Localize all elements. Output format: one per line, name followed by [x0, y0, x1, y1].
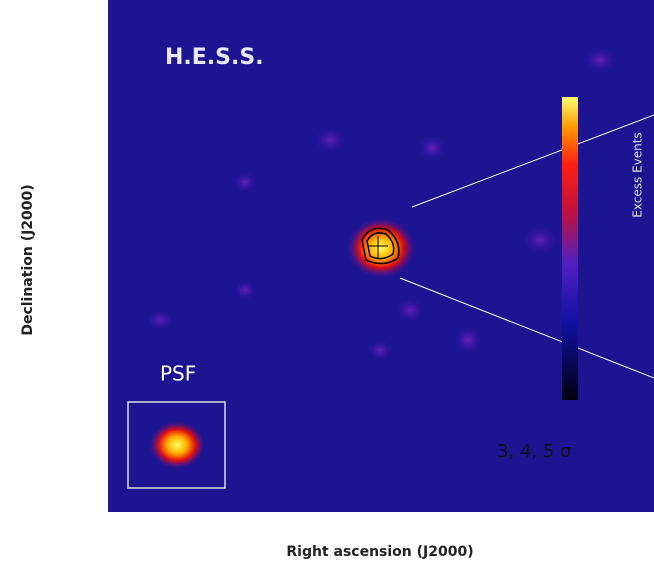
psf-blob — [149, 421, 205, 469]
y-axis-label: Declination (J2000) — [20, 184, 36, 335]
contour-label: 3, 4, 5 σ — [497, 441, 571, 462]
contour — [361, 227, 400, 265]
source — [347, 218, 415, 278]
map-texture — [146, 46, 618, 362]
colorbar-label: Excess Events — [631, 132, 645, 217]
psf-box — [127, 401, 226, 489]
psf-label: PSF — [160, 362, 196, 386]
pointer-line — [411, 114, 654, 208]
colorbar — [562, 97, 578, 400]
title: H.E.S.S. — [165, 45, 264, 70]
x-axis-label: Right ascension (J2000) — [286, 544, 473, 560]
pointer-line — [399, 277, 654, 379]
contour — [366, 232, 395, 260]
